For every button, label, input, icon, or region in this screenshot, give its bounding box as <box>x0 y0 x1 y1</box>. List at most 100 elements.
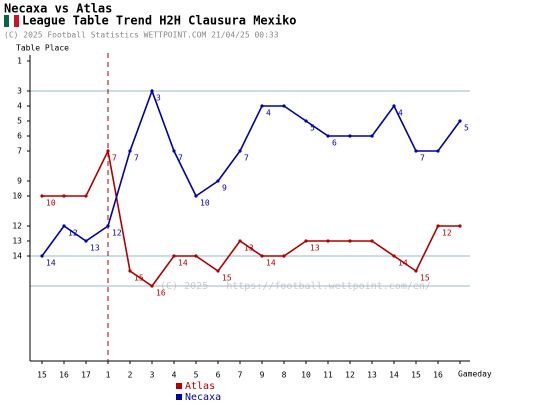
point <box>414 149 418 153</box>
x-tick-label: 5 <box>194 371 199 380</box>
chart-title: Necaxa vs Atlas <box>4 2 112 16</box>
y-tick-label: 1 <box>17 57 22 66</box>
legend-label: Necaxa <box>185 392 221 403</box>
point <box>458 224 462 228</box>
x-tick-label: 8 <box>282 371 287 380</box>
legend-swatch <box>176 394 182 400</box>
data-label: 15 <box>222 274 232 283</box>
data-label: 15 <box>134 274 144 283</box>
x-tick-label: 10 <box>301 371 311 380</box>
data-label: 10 <box>46 199 56 208</box>
data-label: 7 <box>420 154 425 163</box>
series-line <box>41 88 461 257</box>
data-label: 7 <box>134 154 139 163</box>
point <box>282 254 286 258</box>
x-tick-label: 16 <box>59 371 69 380</box>
data-label: 3 <box>156 94 161 103</box>
x-axis-title: Gameday <box>458 370 492 379</box>
point <box>282 104 286 108</box>
legend-swatch <box>176 383 182 389</box>
point <box>106 224 110 228</box>
point <box>172 254 176 258</box>
point <box>216 179 220 183</box>
point <box>216 269 220 273</box>
x-tick-label: 9 <box>260 371 265 380</box>
x-tick-label: 13 <box>367 371 377 380</box>
data-label: 5 <box>464 124 469 133</box>
data-label: 7 <box>178 154 183 163</box>
x-tick-label: 16 <box>433 371 443 380</box>
point <box>392 104 396 108</box>
y-tick-label: 10 <box>12 192 22 201</box>
y-tick-label: 6 <box>17 132 22 141</box>
point <box>260 104 264 108</box>
point <box>194 254 198 258</box>
point <box>326 134 330 138</box>
copyright: (C) 2025 Football Statistics WETTPOINT.C… <box>4 31 279 40</box>
legend-label: Atlas <box>185 381 215 392</box>
point <box>172 149 176 153</box>
y-tick-label: 14 <box>12 252 22 261</box>
point <box>84 194 88 198</box>
point <box>436 224 440 228</box>
x-tick-label: 7 <box>238 371 243 380</box>
point <box>40 254 44 258</box>
data-label: 13 <box>90 244 100 253</box>
data-label: 12 <box>112 229 122 238</box>
x-tick-label: 14 <box>389 371 399 380</box>
y-tick-label: 5 <box>17 117 22 126</box>
data-label: 14 <box>398 259 408 268</box>
point <box>304 239 308 243</box>
point <box>326 239 330 243</box>
y-axis-title: Table Place <box>16 44 69 53</box>
data-label: 10 <box>200 199 210 208</box>
data-label: 14 <box>46 259 56 268</box>
point <box>348 134 352 138</box>
point <box>128 149 132 153</box>
x-tick-label: 6 <box>216 371 221 380</box>
data-label: 9 <box>222 184 227 193</box>
data-label: 16 <box>156 289 166 298</box>
chart-subtitle: League Table Trend H2H Clausura Mexiko <box>22 14 297 28</box>
data-label: 6 <box>332 139 337 148</box>
data-label: 14 <box>266 259 276 268</box>
point <box>260 254 264 258</box>
point <box>370 134 374 138</box>
point <box>40 194 44 198</box>
point <box>436 149 440 153</box>
point <box>392 254 396 258</box>
flag <box>14 15 19 27</box>
y-tick-label: 12 <box>12 222 22 231</box>
point <box>238 149 242 153</box>
point <box>84 239 88 243</box>
point <box>150 284 154 288</box>
point <box>348 239 352 243</box>
x-tick-label: 2 <box>128 371 133 380</box>
y-tick-label: 13 <box>12 237 22 246</box>
y-tick-label: 3 <box>17 87 22 96</box>
point <box>128 269 132 273</box>
x-tick-label: 3 <box>150 371 155 380</box>
point <box>370 239 374 243</box>
data-label: 5 <box>310 124 315 133</box>
point <box>194 194 198 198</box>
data-label: 13 <box>244 244 254 253</box>
point <box>62 224 66 228</box>
data-label: 4 <box>266 109 271 118</box>
data-label: 13 <box>310 244 320 253</box>
flag <box>9 15 14 27</box>
data-label: 7 <box>112 154 117 163</box>
x-tick-label: 4 <box>172 371 177 380</box>
y-tick-label: 9 <box>17 177 22 186</box>
point <box>106 149 110 153</box>
data-label: 12 <box>442 229 452 238</box>
data-label: 14 <box>178 259 188 268</box>
y-tick-label: 4 <box>17 102 22 111</box>
point <box>62 194 66 198</box>
x-tick-label: 12 <box>345 371 355 380</box>
point <box>150 89 154 93</box>
x-tick-label: 15 <box>37 371 47 380</box>
flag <box>4 15 9 27</box>
data-label: 4 <box>398 109 403 118</box>
